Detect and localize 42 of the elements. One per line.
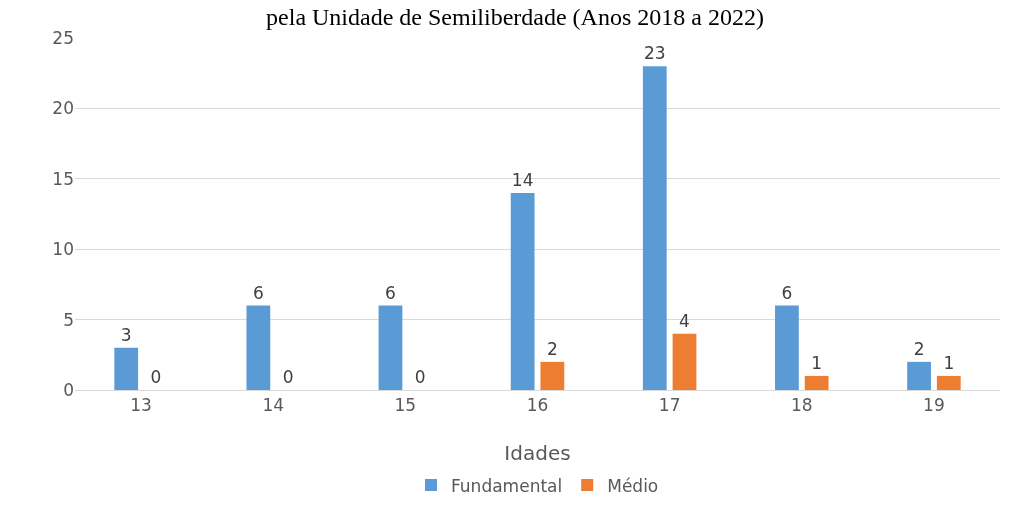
data-label: 2 (913, 338, 925, 359)
bar (378, 305, 403, 390)
bar (907, 361, 931, 390)
data-label: 3 (120, 324, 132, 345)
data-label: 6 (781, 282, 793, 303)
data-label: 0 (282, 367, 294, 387)
data-label: 6 (385, 282, 396, 303)
bar (775, 305, 799, 390)
y-tick-label: 15 (52, 168, 74, 189)
bar (642, 66, 667, 390)
data-label: 0 (414, 367, 426, 387)
data-label: 0 (150, 367, 162, 387)
legend-label: Fundamental (451, 475, 563, 496)
bar (672, 333, 697, 390)
bar (804, 375, 829, 390)
x-tick-label: 15 (394, 395, 417, 416)
x-tick-label: 18 (790, 395, 813, 416)
bar (936, 375, 961, 390)
bar (114, 347, 139, 390)
x-tick-label: 16 (526, 395, 549, 416)
bar (246, 305, 271, 390)
data-label: 4 (679, 310, 690, 331)
x-tick-label: 13 (130, 395, 152, 416)
bar (540, 361, 565, 390)
data-label: 1 (811, 352, 823, 373)
x-tick-label: 19 (923, 395, 945, 416)
chart-title: pela Unidade de Semiliberdade (Anos 2018 a 2022) (266, 3, 764, 30)
y-tick-label: 5 (63, 309, 74, 330)
bar (510, 192, 535, 390)
y-tick-label: 10 (52, 239, 74, 260)
data-label: 23 (643, 43, 666, 64)
legend-label: Médio (607, 475, 659, 496)
x-tick-label: 17 (658, 395, 681, 416)
data-label: 14 (511, 169, 534, 190)
x-axis-title: Idades (504, 441, 571, 465)
y-tick-label: 0 (63, 379, 74, 400)
data-label: 2 (546, 338, 558, 359)
x-tick-label: 14 (262, 395, 285, 416)
y-tick-label: 20 (52, 98, 74, 119)
data-label: 1 (943, 352, 955, 373)
y-tick-label: 25 (52, 27, 74, 48)
data-label: 6 (252, 282, 264, 303)
